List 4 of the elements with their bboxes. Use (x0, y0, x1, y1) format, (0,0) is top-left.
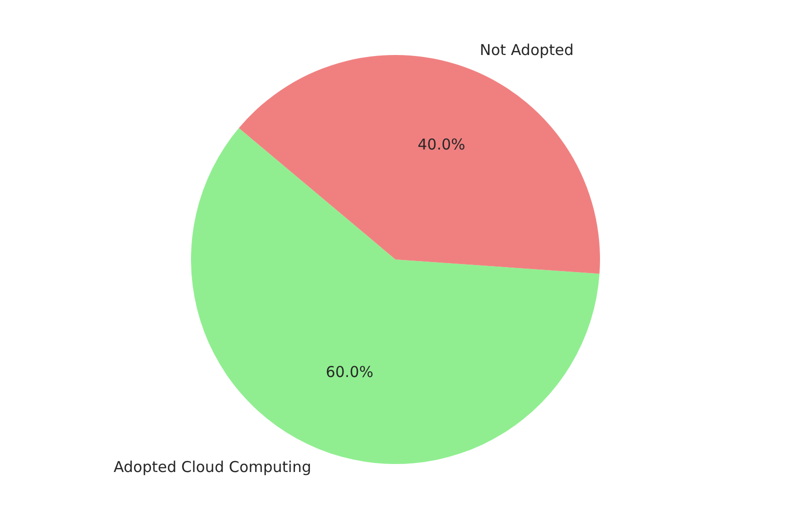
data-label: 40.0% (418, 136, 466, 154)
slice-label: Not Adopted (480, 40, 574, 59)
slice-label: Adopted Cloud Computing (114, 458, 312, 476)
data-label: 60.0% (326, 363, 374, 382)
